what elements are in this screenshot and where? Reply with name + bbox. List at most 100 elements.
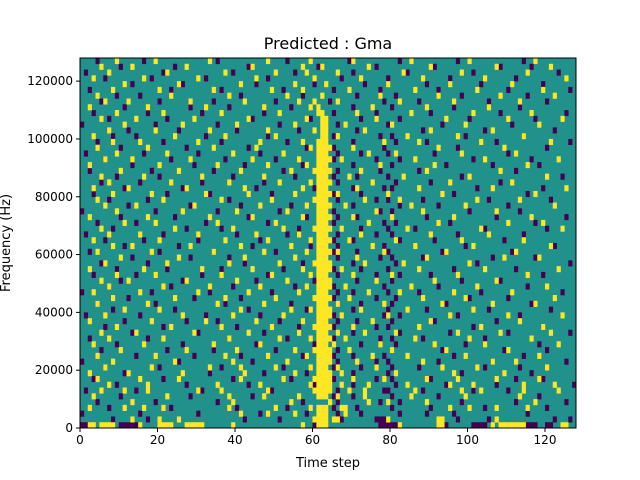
heatmap-cell-high xyxy=(351,323,356,331)
heatmap-cell-high xyxy=(196,231,201,238)
heatmap-cell-low xyxy=(304,306,309,313)
heatmap-cell-low xyxy=(285,335,290,342)
heatmap-cell-high xyxy=(502,422,507,429)
heatmap-cell-high xyxy=(324,306,329,313)
y-tick-label: 40000 xyxy=(35,305,73,319)
heatmap-cell-low xyxy=(335,243,340,250)
heatmap-cell-high xyxy=(107,231,112,238)
heatmap-cell-high xyxy=(293,410,298,417)
heatmap-cell-high xyxy=(324,150,329,157)
heatmap-cell-low xyxy=(374,375,379,383)
heatmap-cell-low xyxy=(250,358,255,365)
heatmap-cell-high xyxy=(440,190,445,198)
heatmap-cell-high xyxy=(316,202,321,209)
heatmap-cell-high xyxy=(444,115,449,122)
heatmap-cell-high xyxy=(455,271,461,278)
heatmap-cell-high xyxy=(548,138,554,146)
heatmap-cell-low xyxy=(254,81,259,88)
heatmap-cell-high xyxy=(328,237,333,244)
heatmap-cell-low xyxy=(145,416,151,423)
heatmap-cell-low xyxy=(335,318,340,325)
heatmap-cell-low xyxy=(300,399,306,406)
heatmap-cell-low xyxy=(471,387,476,394)
heatmap-cell-high xyxy=(320,364,325,371)
heatmap-cell-low xyxy=(331,295,337,302)
heatmap-cell-low xyxy=(359,410,364,417)
heatmap-cell-low xyxy=(382,98,387,105)
heatmap-cell-low xyxy=(506,150,511,157)
heatmap-cell-high xyxy=(184,422,189,429)
heatmap-cell-high xyxy=(207,214,213,221)
heatmap-cell-low xyxy=(463,341,468,348)
heatmap-cell-low xyxy=(293,69,298,76)
heatmap-cell-high xyxy=(219,271,224,278)
heatmap-cell-high xyxy=(413,335,418,342)
heatmap-cell-high xyxy=(428,231,433,238)
heatmap-cell-high xyxy=(320,248,325,255)
heatmap-cell-low xyxy=(103,323,108,331)
heatmap-cell-high xyxy=(235,121,240,128)
heatmap-cell-high xyxy=(533,190,538,198)
heatmap-cell-low xyxy=(390,185,395,192)
heatmap-cell-high xyxy=(308,104,313,111)
heatmap-cell-high xyxy=(335,300,340,307)
heatmap-cell-low xyxy=(471,422,476,429)
heatmap-cell-high xyxy=(421,295,426,302)
heatmap-cell-low xyxy=(273,347,278,354)
heatmap-cell-high xyxy=(266,410,271,417)
heatmap-cell-high xyxy=(91,237,96,244)
heatmap-cell-high xyxy=(312,375,317,383)
heatmap-cell-high xyxy=(219,387,224,394)
heatmap-cell-low xyxy=(223,156,228,163)
heatmap-cell-high xyxy=(320,352,325,359)
heatmap-cell-high xyxy=(328,283,333,290)
heatmap-cell-low xyxy=(308,243,313,250)
heatmap-cell-low xyxy=(390,364,395,371)
heatmap-cell-low xyxy=(378,399,383,406)
heatmap-cell-high xyxy=(409,110,414,117)
heatmap-cell-low xyxy=(479,81,484,88)
heatmap-cell-high xyxy=(300,138,306,146)
heatmap-cell-low xyxy=(463,133,468,140)
heatmap-cell-high xyxy=(250,156,255,163)
heatmap-cell-high xyxy=(490,127,495,134)
heatmap-cell-low xyxy=(235,127,240,134)
heatmap-cell-high xyxy=(564,185,569,192)
heatmap-cell-low xyxy=(219,138,224,146)
heatmap-cell-high xyxy=(277,110,282,117)
heatmap-cell-low xyxy=(436,202,441,209)
heatmap-cell-high xyxy=(351,58,356,65)
heatmap-cell-high xyxy=(370,352,375,359)
heatmap-cell-low xyxy=(471,69,476,76)
heatmap-cell-low xyxy=(111,133,116,140)
heatmap-cell-low xyxy=(351,329,356,336)
heatmap-cell-low xyxy=(161,231,166,238)
heatmap-cell-high xyxy=(176,167,182,174)
heatmap-cell-high xyxy=(324,156,329,163)
heatmap-cell-low xyxy=(211,98,216,105)
heatmap-cell-low xyxy=(87,86,92,93)
heatmap-cell-high xyxy=(142,173,147,180)
heatmap-cell-high xyxy=(289,399,294,406)
heatmap-cell-low xyxy=(552,127,557,134)
heatmap-cell-low xyxy=(173,214,178,221)
heatmap-cell-low xyxy=(424,214,430,221)
heatmap-cell-high xyxy=(297,329,302,336)
heatmap-cell-low xyxy=(273,248,278,255)
heatmap-cell-low xyxy=(393,179,399,186)
heatmap-cell-low xyxy=(149,289,154,296)
heatmap-cell-low xyxy=(262,110,267,117)
heatmap-cell-high xyxy=(335,133,340,140)
heatmap-cell-high xyxy=(142,266,147,273)
heatmap-cell-high xyxy=(320,260,325,267)
heatmap-cell-high xyxy=(335,416,340,423)
heatmap-cell-high xyxy=(560,225,565,232)
heatmap-cell-low xyxy=(114,381,120,388)
heatmap-cell-high xyxy=(502,144,507,151)
heatmap-cell-low xyxy=(471,156,476,163)
heatmap-cell-high xyxy=(320,358,325,365)
heatmap-cell-low xyxy=(238,92,244,99)
heatmap-cell-low xyxy=(382,185,387,192)
heatmap-cell-low xyxy=(215,318,220,325)
heatmap-cell-low xyxy=(448,329,453,336)
